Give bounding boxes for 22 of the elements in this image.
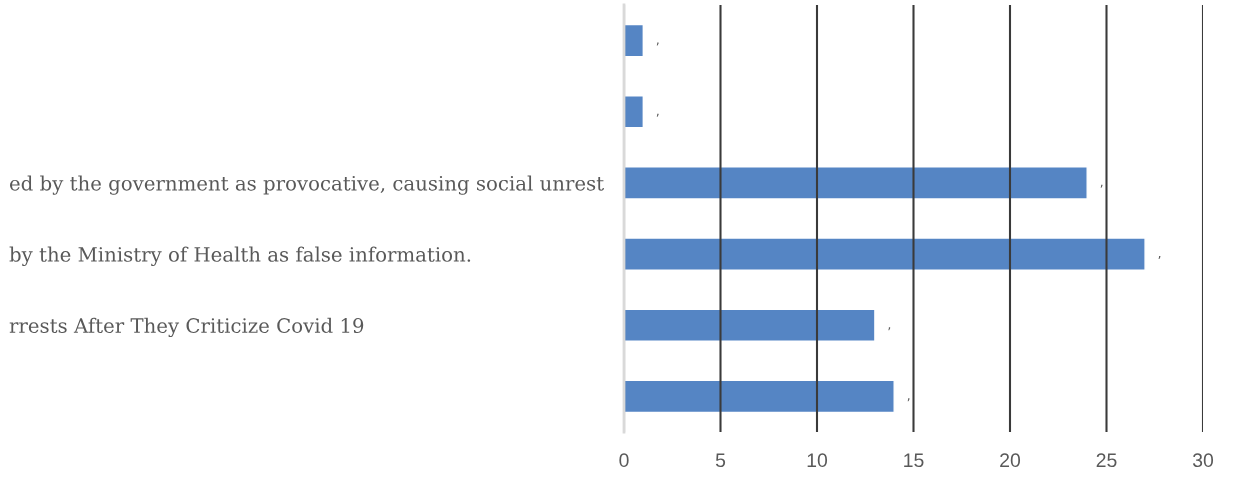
y-tick-label: by the Ministry of Health as false information.: [9, 246, 471, 266]
x-tick-label: 25: [1096, 453, 1117, 468]
bar: [624, 23, 644, 58]
bar: [624, 95, 644, 129]
data-label: ,: [1100, 184, 1103, 188]
bar: [624, 166, 1088, 200]
bar: [624, 379, 895, 414]
bar: [624, 308, 876, 342]
data-label: ,: [888, 327, 891, 331]
y-tick-label: ed by the government as provocative, causing social unrest: [9, 175, 604, 195]
data-label: ,: [1158, 255, 1161, 259]
x-tick-label: 5: [715, 453, 726, 468]
data-label: ,: [656, 113, 659, 117]
x-tick-label: 10: [807, 453, 828, 468]
data-label: ,: [656, 42, 659, 46]
x-tick-label: 15: [904, 453, 924, 468]
bar: [624, 237, 1146, 271]
x-tick-label: 30: [1192, 453, 1214, 468]
y-tick-label: rrests After They Criticize Covid 19: [9, 317, 364, 338]
x-tick-label: 0: [619, 453, 629, 468]
x-tick-label: 20: [1000, 453, 1021, 468]
data-label: ,: [907, 398, 910, 402]
